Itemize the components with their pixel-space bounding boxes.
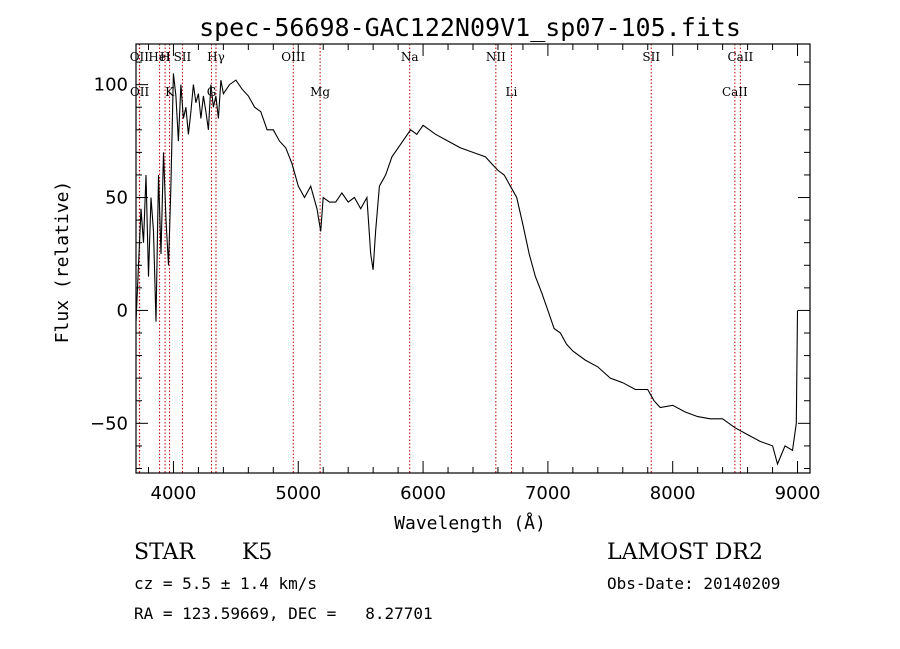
x-tick-label: 9000 — [775, 483, 821, 504]
spectral-line-label: Mg — [310, 85, 330, 99]
y-tick-label: 50 — [105, 188, 128, 209]
object-class: STAR — [134, 540, 195, 565]
y-tick-label: 100 — [94, 75, 128, 96]
spectrum-line — [135, 73, 799, 466]
spectral-line-label: OII — [130, 85, 150, 99]
redshift-velocity: cz = 5.5 ± 1.4 km/s — [134, 574, 318, 593]
y-axis-label: Flux (relative) — [52, 181, 73, 344]
spectral-line-label: H — [160, 50, 170, 64]
x-tick-label: 7000 — [525, 483, 571, 504]
y-axis: −50 0 50 100 — [90, 61, 810, 469]
spectral-line-label: SII — [174, 50, 192, 64]
object-subclass: K5 — [242, 540, 273, 565]
y-tick-label: 0 — [117, 300, 128, 321]
x-axis: 4000 5000 6000 7000 8000 9000 — [147, 44, 821, 504]
spectral-line-label: Hγ — [207, 50, 225, 64]
x-tick-label: 8000 — [650, 483, 696, 504]
spectral-line-label: Na — [401, 50, 419, 64]
spectral-line-label: CaII — [727, 50, 753, 64]
spectral-line-label: NII — [486, 50, 506, 64]
coordinates: RA = 123.59669, DEC = 8.27701 — [134, 604, 433, 623]
x-tick-label: 6000 — [400, 483, 446, 504]
spectrum-layer — [135, 73, 799, 466]
spectral-line-label: SII — [642, 50, 660, 64]
survey-name: LAMOST DR2 — [607, 540, 763, 565]
x-axis-label: Wavelength (Å) — [394, 512, 546, 534]
y-tick-label: −50 — [90, 413, 128, 434]
spectral-line-label: K — [165, 85, 175, 99]
chart-title: spec-56698-GAC122N09V1_sp07-105.fits — [199, 13, 741, 42]
x-tick-label: 4000 — [151, 483, 197, 504]
spectral-line-label: Li — [506, 85, 518, 99]
plot-frame — [135, 43, 811, 474]
x-tick-label: 5000 — [275, 483, 321, 504]
observation-date: Obs-Date: 20140209 — [607, 574, 781, 593]
spectral-line-label: OII — [130, 50, 150, 64]
spectral-line-label: HeI — [148, 50, 171, 64]
spectral-line-label: CaII — [722, 85, 748, 99]
spectral-line-label: OIII — [281, 50, 305, 64]
